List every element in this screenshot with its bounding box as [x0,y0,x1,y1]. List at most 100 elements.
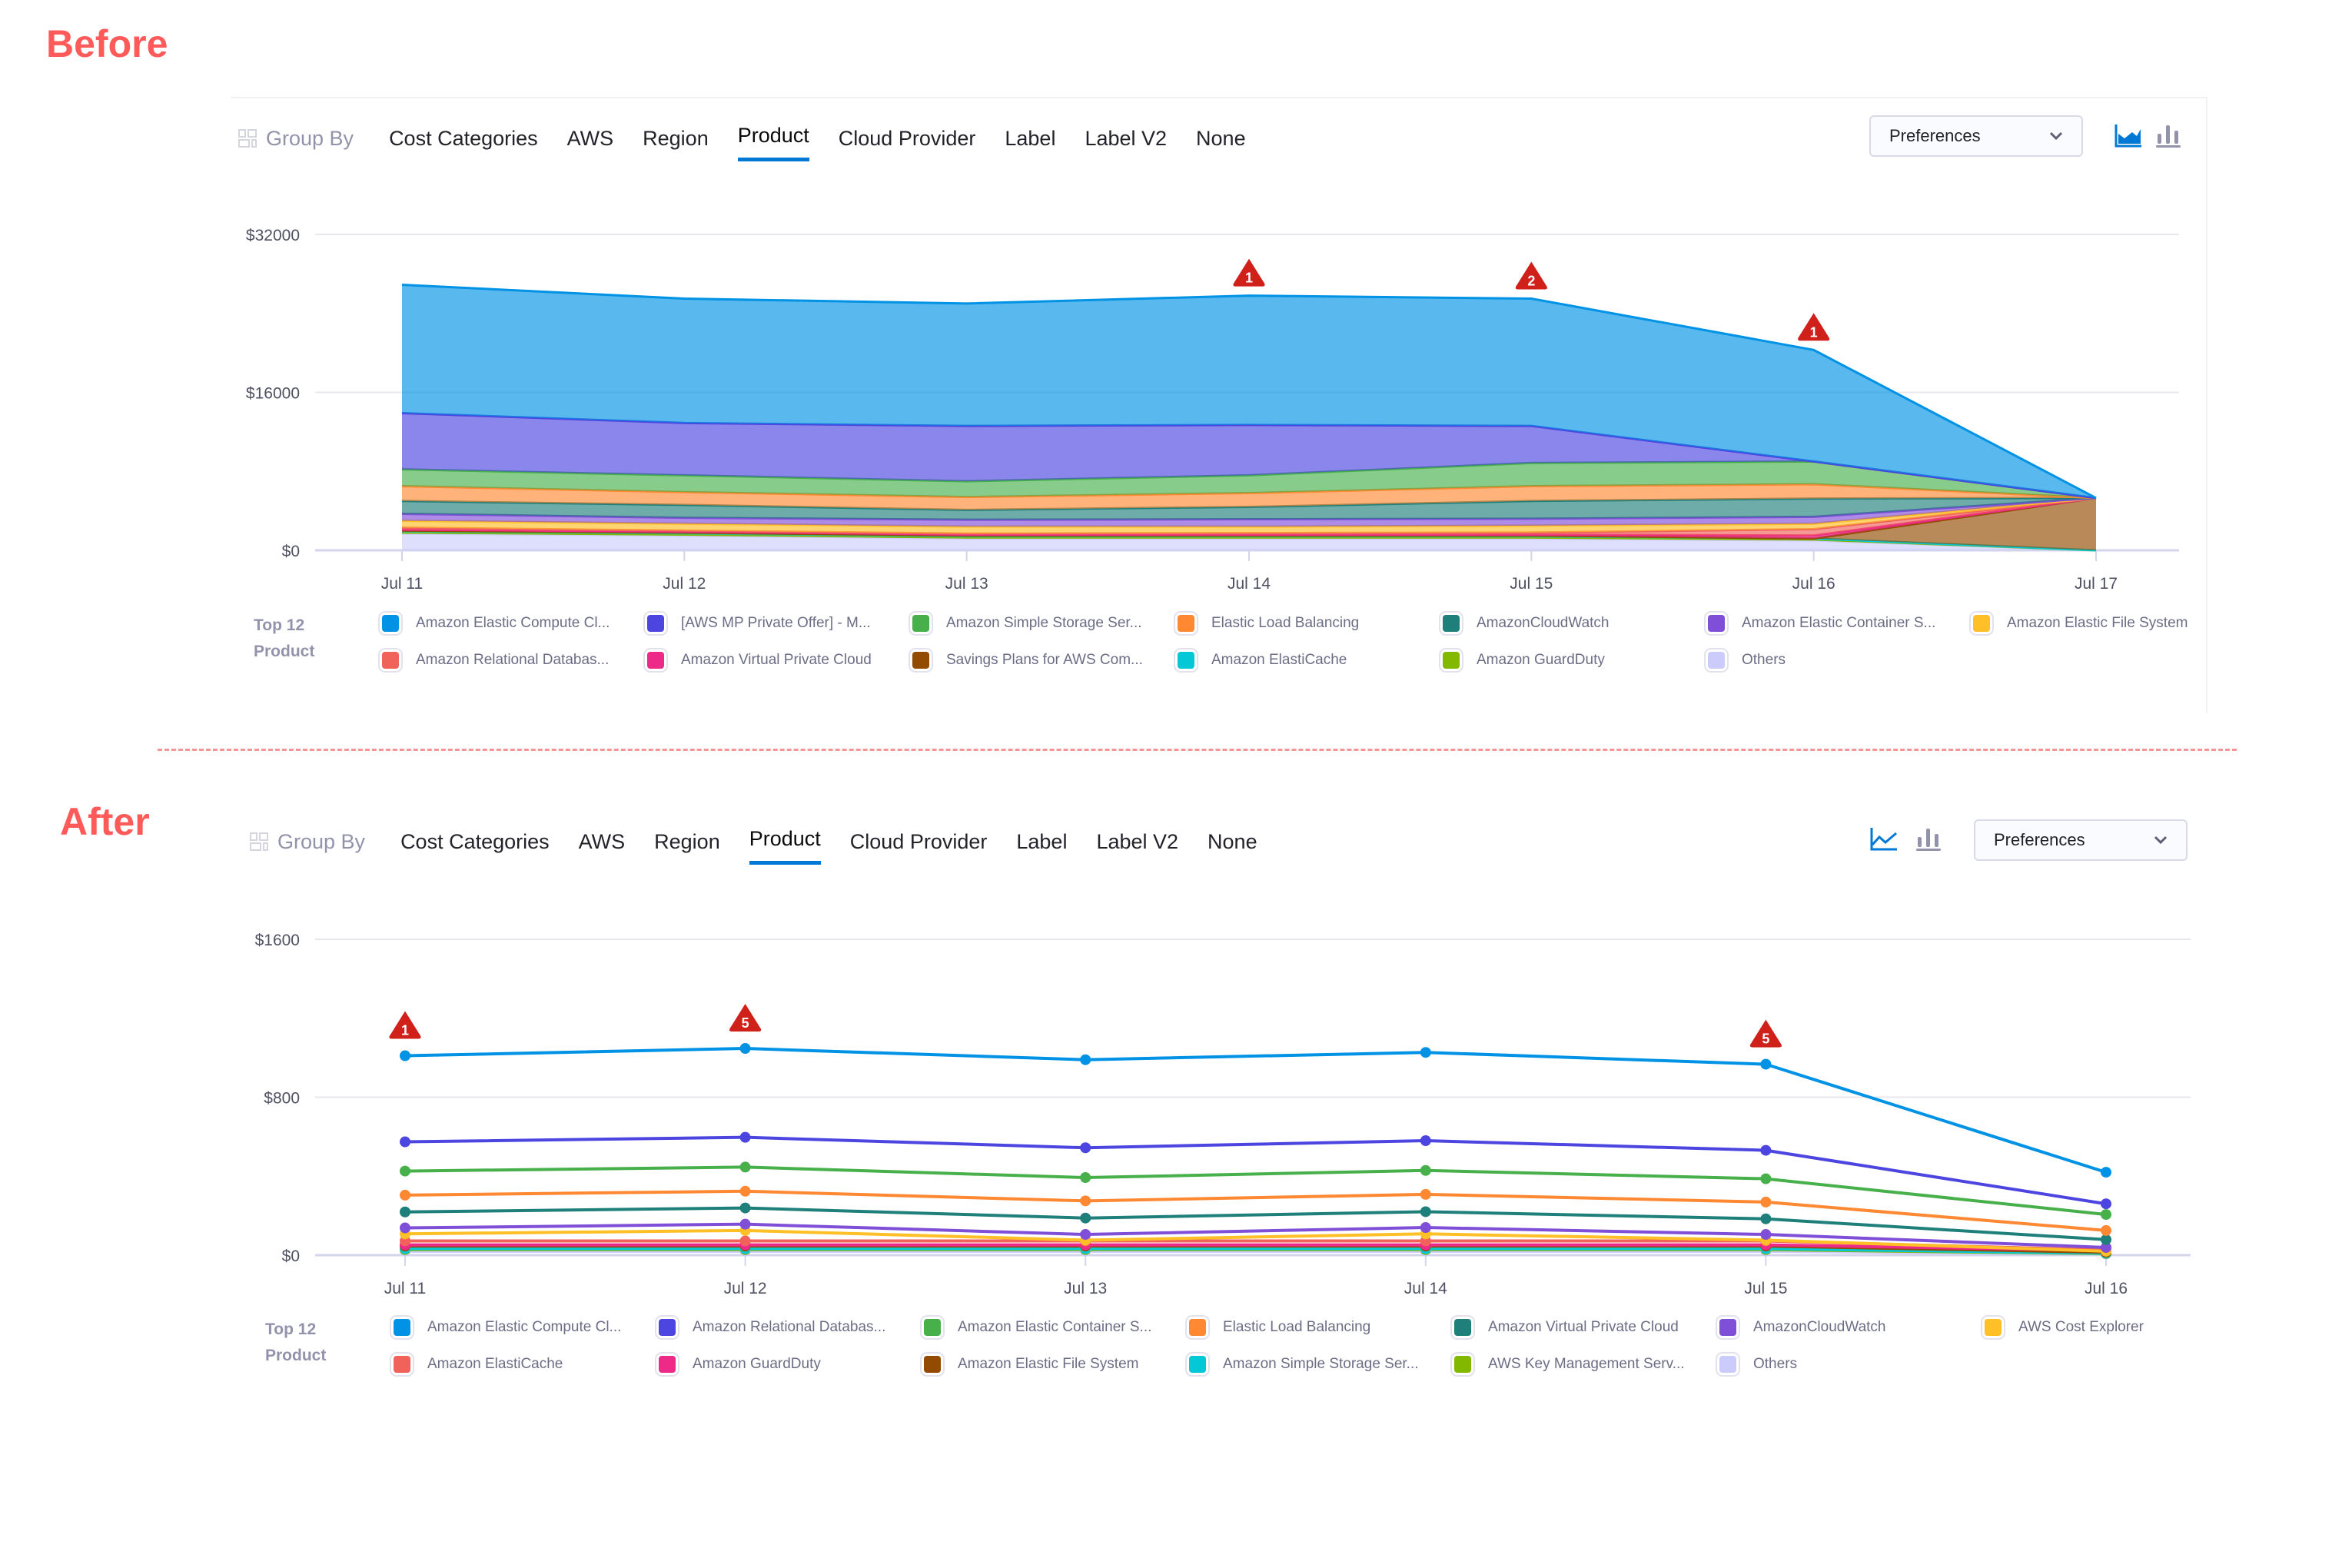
legend-item-amazoncloudwatch[interactable]: AmazonCloudWatch [1443,615,1609,632]
point-amazon-elastic-container-s [739,1161,751,1173]
legend-item-amazon-virtual-private-cloud[interactable]: Amazon Virtual Private Cloud [647,652,872,669]
point-amazon-relational-databas [2101,1198,2111,1210]
legend-item-others[interactable]: Others [1708,652,1786,669]
tab-label[interactable]: Label [1016,829,1068,853]
legend-item-amazon-elastic-container-s[interactable]: Amazon Elastic Container S... [924,1319,1151,1336]
legend-item-amazon-elasticache[interactable]: Amazon ElastiCache [394,1356,563,1373]
legend-item-amazon-elastic-file-system[interactable]: Amazon Elastic File System [1973,615,2188,632]
legend-item-amazon-simple-storage-ser[interactable]: Amazon Simple Storage Ser... [1189,1356,1419,1373]
group-by-label: Group By [250,830,365,854]
legend-swatch [1443,652,1460,669]
legend-item-amazon-relational-databas[interactable]: Amazon Relational Databas... [659,1319,885,1336]
section-divider [158,749,2237,751]
legend-swatch [394,1319,410,1336]
line-amazon-simple-storage-ser [405,1247,2107,1255]
legend-swatch [1189,1319,1206,1336]
legend-item-amazoncloudwatch[interactable]: AmazonCloudWatch [1719,1319,1885,1336]
tab-aws[interactable]: AWS [578,829,626,853]
tab-label-v2[interactable]: Label V2 [1096,829,1179,853]
tab-region[interactable]: Region [643,126,709,150]
before-group-by-toolbar: Group By Cost Categories AWS Region Prod… [238,115,1275,161]
point-amazon-relational-databas [1080,1142,1091,1154]
legend-item-amazon-elastic-file-system[interactable]: Amazon Elastic File System [924,1356,1138,1373]
legend-item-aws-key-management-serv[interactable]: AWS Key Management Serv... [1454,1356,1685,1373]
legend-item-amazon-guardduty[interactable]: Amazon GuardDuty [659,1356,821,1373]
point-amazoncloudwatch [400,1222,410,1234]
line-amazon-guardduty [405,1243,2107,1252]
legend-item-amazon-relational-databas[interactable]: Amazon Relational Databas... [382,652,609,669]
y-tick-label: $16000 [246,385,300,403]
tab-cost-categories[interactable]: Cost Categories [389,126,538,150]
legend-item-amazon-elastic-compute-cl[interactable]: Amazon Elastic Compute Cl... [382,615,610,632]
point-amazon-elastic-compute-cl [400,1050,410,1061]
point-amazon-relational-databas [400,1136,410,1148]
point-amazon-virtual-private-cloud [1420,1206,1431,1218]
legend-swatch [659,1356,676,1373]
tab-cloud-provider[interactable]: Cloud Provider [838,126,976,150]
tab-label-v2[interactable]: Label V2 [1085,126,1168,150]
legend-item-others[interactable]: Others [1719,1356,1797,1373]
point-amazon-virtual-private-cloud [2101,1234,2111,1245]
legend-item-amazon-elastic-compute-cl[interactable]: Amazon Elastic Compute Cl... [394,1319,621,1336]
preferences-label: Preferences [1994,830,2085,849]
legend-label: Amazon Elastic File System [2007,615,2188,631]
preferences-dropdown[interactable]: Preferences [1869,115,2083,157]
point-elastic-load-balancing [739,1185,751,1197]
legend-swatch [1708,652,1725,669]
line-amazon-elastic-compute-cl [404,1047,2107,1174]
area-amazon-elasticache [402,530,2096,550]
point-elastic-load-balancing [2101,1224,2111,1236]
preferences-dropdown[interactable]: Preferences [1974,819,2188,861]
tab-product[interactable]: Product [749,822,821,865]
y-tick-label: $1600 [255,932,300,949]
tab-label[interactable]: Label [1005,126,1056,150]
legend-item-savings-plans-for-aws-com[interactable]: Savings Plans for AWS Com... [912,652,1143,669]
legend-item-aws-cost-explorer[interactable]: AWS Cost Explorer [1985,1319,2144,1336]
legend-title-line1: Top 12 [265,1321,317,1338]
legend-item-amazon-elasticache[interactable]: Amazon ElastiCache [1178,652,1347,669]
legend-swatch [924,1319,941,1336]
tab-product[interactable]: Product [737,119,809,161]
legend-item-amazon-simple-storage-ser[interactable]: Amazon Simple Storage Ser... [912,615,1142,632]
area-edge-amazon-elastic-compute-cl [401,284,2097,500]
line-amazon-relational-databas [404,1135,2107,1206]
legend-swatch [1454,1356,1471,1373]
legend-title-line1: Top 12 [254,616,305,634]
area-chart-icon[interactable] [2114,123,2143,149]
point-amazon-relational-databas [1420,1135,1431,1147]
legend-swatch [394,1356,410,1373]
anomaly-count: 2 [1527,273,1535,288]
line-chart-icon[interactable] [1869,826,1899,852]
legend-label: Others [1753,1356,1798,1372]
legend-item-amazon-virtual-private-cloud[interactable]: Amazon Virtual Private Cloud [1454,1319,1679,1336]
legend-label: Amazon GuardDuty [693,1356,821,1372]
point-elastic-load-balancing [1420,1188,1431,1200]
point-amazoncloudwatch [739,1218,751,1230]
legend-item-amazon-guardduty[interactable]: Amazon GuardDuty [1443,652,1605,669]
legend-title-line2: Product [265,1347,327,1364]
tab-none[interactable]: None [1208,829,1257,853]
legend-label: Others [1742,652,1786,668]
bar-chart-icon[interactable] [1915,826,1945,852]
legend-label: Amazon Elastic Compute Cl... [416,615,610,631]
legend-item-elastic-load-balancing[interactable]: Elastic Load Balancing [1178,615,1359,632]
after-label: After [60,800,150,843]
bar-chart-icon[interactable] [2155,123,2184,149]
legend-item-aws-mp-private-offer-m[interactable]: [AWS MP Private Offer] - M... [647,615,871,632]
tab-aws[interactable]: AWS [566,126,614,150]
legend-item-elastic-load-balancing[interactable]: Elastic Load Balancing [1189,1319,1370,1336]
legend-swatch [1985,1319,2002,1336]
tab-cloud-provider[interactable]: Cloud Provider [849,829,988,853]
legend-item-amazon-elastic-container-s[interactable]: Amazon Elastic Container S... [1708,615,1935,632]
tab-cost-categories[interactable]: Cost Categories [400,829,550,853]
line-amazon-virtual-private-cloud [404,1206,2107,1241]
before-label: Before [46,22,168,65]
y-tick-label: $0 [282,543,300,560]
group-by-label: Group By [238,127,354,151]
tab-region[interactable]: Region [654,829,720,853]
y-tick-label: $800 [264,1090,300,1108]
legend-label: [AWS MP Private Offer] - M... [681,615,871,631]
tab-none[interactable]: None [1196,126,1246,150]
legend-swatch [1973,615,1990,632]
legend-swatch [1454,1319,1471,1336]
